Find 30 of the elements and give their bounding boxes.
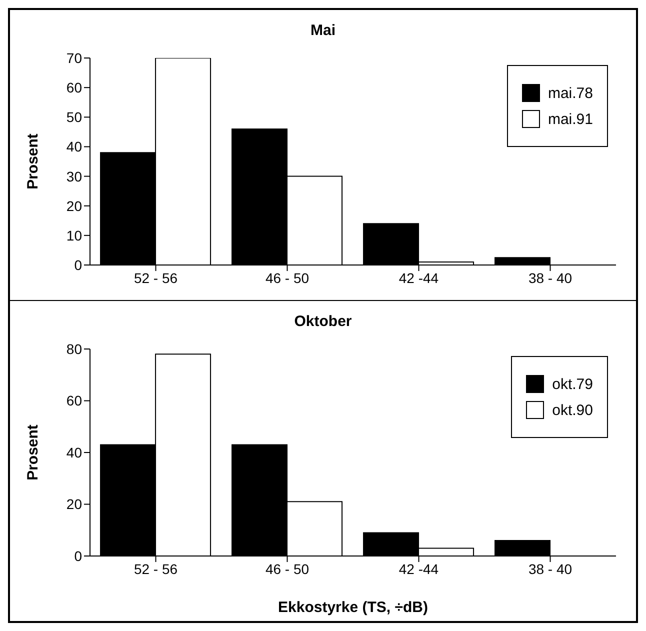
legend-label: okt.90 bbox=[552, 402, 593, 418]
legend-label: okt.79 bbox=[552, 376, 593, 392]
x-tick-label: 46 - 50 bbox=[265, 560, 310, 577]
x-tick-label: 38 - 40 bbox=[528, 560, 572, 577]
y-tick-label: 20 bbox=[66, 198, 82, 214]
y-tick-label: 40 bbox=[66, 444, 82, 460]
y-tick-label: 60 bbox=[66, 80, 82, 96]
y-axis-title: Prosent bbox=[24, 424, 42, 480]
x-axis-title: Ekkostyrke (TS, ÷dB) bbox=[278, 599, 428, 616]
y-tick-label: 0 bbox=[74, 548, 82, 564]
x-tick-label: 46 - 50 bbox=[265, 270, 310, 286]
chart-title: Oktober bbox=[293, 312, 353, 332]
y-tick-label: 60 bbox=[66, 392, 82, 409]
y-tick-label: 40 bbox=[66, 138, 82, 155]
x-tick-label: 52 - 56 bbox=[134, 270, 178, 286]
x-tick-label: 38 - 40 bbox=[528, 270, 572, 286]
x-tick-label: 52 - 56 bbox=[134, 560, 178, 577]
y-tick-label: 80 bbox=[66, 340, 82, 357]
x-tick-label: 42 -44 bbox=[398, 560, 439, 577]
y-tick-label: 10 bbox=[66, 227, 82, 244]
y-tick-label: 30 bbox=[66, 168, 82, 184]
y-tick-label: 0 bbox=[74, 256, 82, 273]
x-tick-label: 42 -44 bbox=[398, 270, 439, 286]
legend-label: mai.78 bbox=[548, 84, 593, 102]
legend-label: mai.91 bbox=[548, 110, 593, 128]
y-tick-label: 70 bbox=[66, 50, 82, 66]
y-axis-title: Prosent bbox=[24, 134, 42, 190]
chart-title: Mai bbox=[309, 21, 336, 41]
y-tick-label: 20 bbox=[66, 496, 82, 512]
y-tick-label: 50 bbox=[66, 109, 82, 126]
